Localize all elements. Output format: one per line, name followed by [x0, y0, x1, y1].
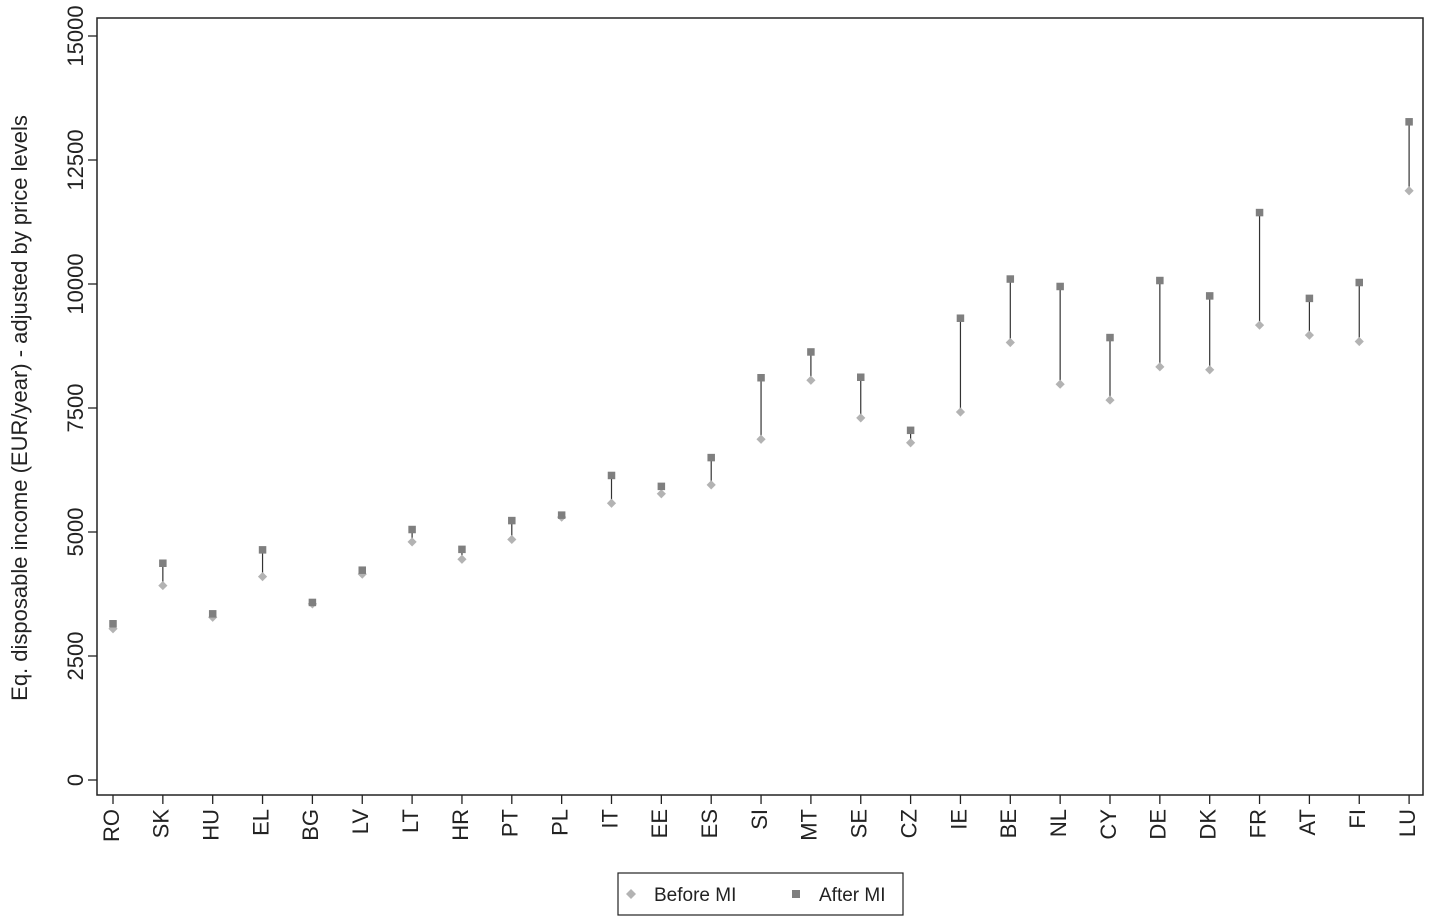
- x-tick-label: CZ: [896, 809, 921, 838]
- x-tick-label: AT: [1295, 809, 1320, 835]
- y-tick-label: 10000: [63, 253, 88, 314]
- x-tick-label: HR: [448, 809, 473, 841]
- x-tick-label: IE: [946, 809, 971, 830]
- point-before-mi: [158, 580, 168, 591]
- point-after-mi: [757, 373, 765, 382]
- point-after-mi: [807, 348, 815, 356]
- x-tick-label: HU: [199, 809, 224, 841]
- y-axis: 0 2500 5000 7500 10000 12500 15000: [63, 5, 97, 786]
- x-tick-label: MT: [797, 809, 822, 841]
- x-tick-label: RO: [99, 809, 124, 842]
- point-after-mi: [208, 610, 217, 618]
- point-before-mi: [1205, 365, 1215, 375]
- point-after-mi: [1156, 276, 1164, 285]
- x-tick-label: CY: [1096, 809, 1121, 840]
- point-after-mi: [109, 620, 117, 628]
- point-after-mi: [1106, 333, 1114, 342]
- point-after-mi: [707, 453, 715, 462]
- y-tick-label: 2500: [63, 632, 88, 681]
- legend-marker-after-mi: [792, 890, 800, 898]
- x-tick-label: SI: [747, 809, 772, 830]
- point-before-mi: [108, 624, 118, 634]
- y-tick-label: 12500: [63, 129, 88, 190]
- point-before-mi: [457, 554, 467, 564]
- x-axis: RO SK HU EL BG LV LT HR PT PL IT EE ES SI MT SE CZ IE BE NL…: [99, 795, 1420, 842]
- x-tick-label: DK: [1196, 809, 1221, 840]
- y-tick-label: 0: [63, 774, 88, 786]
- point-before-mi: [656, 489, 666, 499]
- x-tick-label: BG: [298, 809, 323, 841]
- x-tick-label: DE: [1146, 809, 1171, 840]
- point-after-mi: [358, 566, 366, 574]
- point-after-mi: [1255, 208, 1264, 217]
- y-tick-label: 5000: [63, 508, 88, 557]
- point-before-mi: [1155, 362, 1165, 372]
- point-before-mi: [1304, 330, 1314, 340]
- x-tick-label: EE: [647, 809, 672, 838]
- point-after-mi: [956, 314, 965, 322]
- x-tick-label: PT: [498, 809, 523, 837]
- point-before-mi: [1105, 395, 1115, 405]
- point-before-mi: [1354, 336, 1364, 347]
- y-tick-label: 15000: [63, 5, 88, 66]
- point-before-mi: [955, 407, 966, 417]
- legend-label-after-mi: After MI: [819, 885, 886, 906]
- point-before-mi: [507, 534, 517, 545]
- point-after-mi: [458, 545, 466, 554]
- x-tick-label: ES: [697, 809, 722, 838]
- x-tick-label: SE: [847, 809, 872, 838]
- x-tick-label: PL: [547, 809, 572, 836]
- point-before-mi: [1254, 320, 1265, 330]
- point-after-mi: [508, 516, 516, 525]
- point-before-mi: [706, 480, 716, 490]
- legend-marker-before-mi: [626, 889, 636, 899]
- x-tick-label: BE: [996, 809, 1021, 838]
- point-after-mi: [1355, 278, 1363, 287]
- x-tick-label: LT: [398, 809, 423, 833]
- point-before-mi: [1055, 379, 1065, 389]
- point-after-mi: [408, 525, 416, 534]
- point-before-mi: [906, 438, 916, 448]
- point-after-mi: [1305, 294, 1314, 303]
- point-after-mi: [308, 598, 317, 607]
- y-axis-title: Eq. disposable income (EUR/year) - adjus…: [7, 115, 32, 701]
- point-before-mi: [606, 498, 617, 508]
- legend-label-before-mi: Before MI: [654, 885, 736, 906]
- x-tick-label: FI: [1345, 809, 1370, 829]
- x-tick-label: FR: [1245, 809, 1270, 838]
- x-tick-label: IT: [597, 809, 622, 829]
- data-points: [108, 118, 1414, 634]
- point-after-mi: [857, 373, 865, 381]
- point-after-mi: [1006, 275, 1015, 283]
- point-before-mi: [856, 413, 866, 423]
- x-tick-label: EL: [248, 809, 273, 836]
- legend: Before MI After MI: [617, 872, 904, 916]
- point-after-mi: [1205, 292, 1214, 300]
- x-tick-label: NL: [1046, 809, 1071, 837]
- x-tick-label: LU: [1395, 809, 1420, 837]
- point-before-mi: [257, 572, 268, 582]
- point-after-mi: [607, 471, 616, 480]
- point-after-mi: [1405, 118, 1413, 126]
- x-tick-label: LV: [348, 809, 373, 835]
- point-before-mi: [1005, 337, 1015, 348]
- point-before-mi: [407, 537, 417, 547]
- point-after-mi: [906, 426, 915, 435]
- point-after-mi: [258, 546, 267, 554]
- x-tick-label: SK: [149, 809, 174, 839]
- point-after-mi: [557, 511, 566, 519]
- point-before-mi: [1404, 186, 1414, 196]
- point-after-mi: [1056, 282, 1064, 291]
- connector-lines: [112, 121, 1410, 629]
- point-before-mi: [756, 434, 766, 444]
- legend-frame: [617, 872, 904, 916]
- point-after-mi: [657, 482, 666, 491]
- point-after-mi: [159, 559, 167, 567]
- point-before-mi: [806, 375, 816, 385]
- y-tick-label: 7500: [63, 384, 88, 433]
- plot-area-frame: [96, 17, 1424, 796]
